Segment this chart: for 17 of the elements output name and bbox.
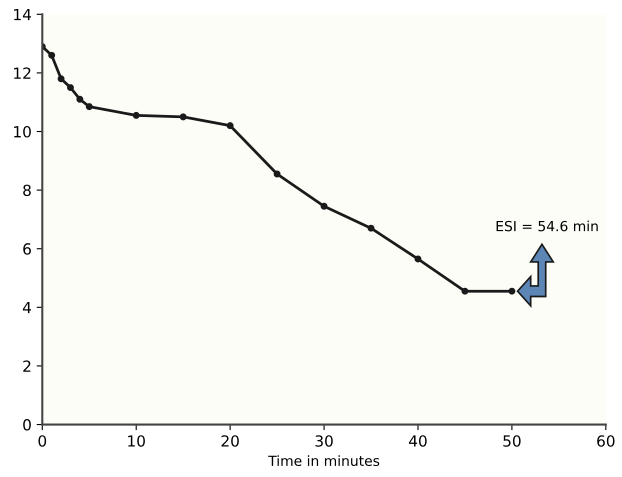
annotation: ESI = 54.6 min [496,220,598,232]
x-axis-title: Time in minutes [268,455,380,466]
y-tick-label: 4 [22,302,32,314]
y-tick-label: 2 [23,360,30,372]
y-tick-label: 6 [23,243,31,255]
y-tick-label: 0 [23,418,31,431]
x-tick-label: 0 [38,435,46,447]
x-tick-label: 60 [597,435,615,447]
y-tick-label: 10 [14,126,31,138]
y-tick-label: 8 [23,184,31,196]
x-tick-label: 30 [316,435,333,447]
x-tick-label: 40 [409,435,427,447]
y-tick-label: 14 [14,8,32,20]
x-tick-label: 10 [128,435,145,447]
x-tick-label: 50 [503,435,521,447]
x-tick-label: 20 [222,435,239,447]
y-tick-label: 12 [14,67,30,79]
